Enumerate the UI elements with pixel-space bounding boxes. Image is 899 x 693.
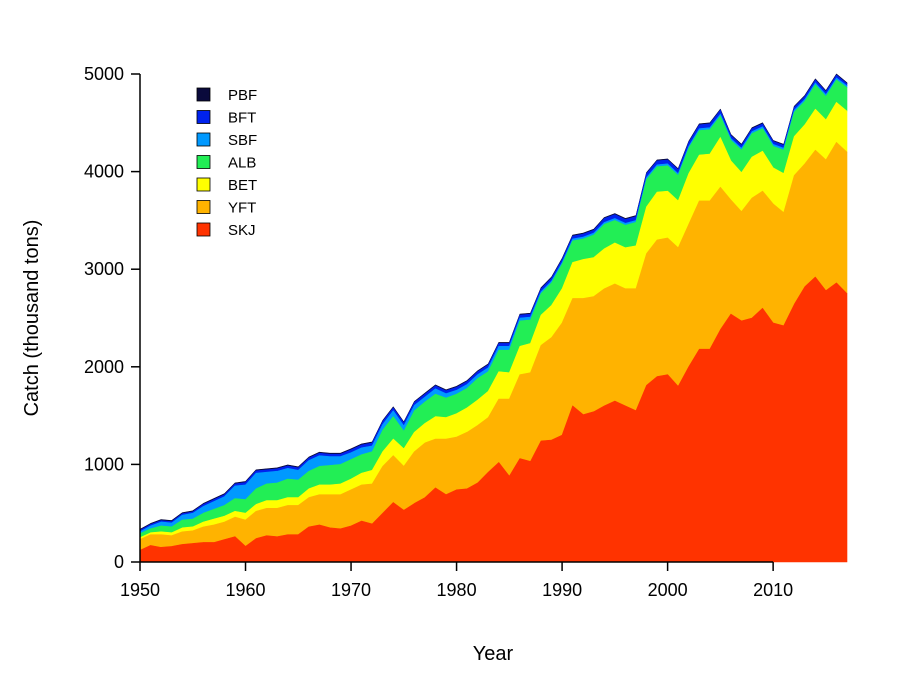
legend-label-pbf: PBF xyxy=(228,87,257,104)
legend-swatch-alb xyxy=(196,155,211,169)
x-tick-label: 1960 xyxy=(225,580,265,600)
x-axis: 1950 1960 1970 1980 1990 2000 2010 xyxy=(120,561,793,600)
x-tick-label: 1970 xyxy=(331,580,371,600)
legend-label-bft: BFT xyxy=(228,110,256,127)
x-axis-title: Year xyxy=(473,643,514,665)
legend-swatch-pbf xyxy=(196,87,211,102)
y-tick-label: 5000 xyxy=(84,64,124,84)
legend-swatch-bft xyxy=(196,110,211,124)
legend-swatch-yft xyxy=(196,200,211,214)
legend-swatch-sbf xyxy=(196,132,211,147)
y-tick-label: 2000 xyxy=(84,357,124,377)
x-tick-label: 1980 xyxy=(437,580,477,600)
area-layers xyxy=(139,73,848,563)
y-axis: 0 1000 2000 3000 4000 5000 xyxy=(84,64,141,572)
x-tick-label: 2000 xyxy=(648,580,688,600)
legend-label-skj: SKJ xyxy=(228,222,256,239)
legend: PBF BFT SBF ALB BET YFT SKJ xyxy=(196,87,257,239)
legend-label-sbf: SBF xyxy=(228,132,257,149)
x-tick-label: 1990 xyxy=(542,580,582,600)
y-tick-label: 4000 xyxy=(84,162,124,182)
legend-label-alb: ALB xyxy=(228,155,256,172)
y-axis-title: Catch (thousand tons) xyxy=(21,220,43,417)
y-tick-label: 1000 xyxy=(84,454,124,474)
x-tick-label: 2010 xyxy=(753,580,793,600)
y-tick-label: 0 xyxy=(114,552,124,572)
legend-swatch-bet xyxy=(196,177,211,192)
legend-swatch-skj xyxy=(196,222,211,237)
x-tick-label: 1950 xyxy=(120,580,160,600)
legend-label-yft: YFT xyxy=(228,200,256,217)
legend-label-bet: BET xyxy=(228,177,257,194)
y-tick-label: 3000 xyxy=(84,259,124,279)
